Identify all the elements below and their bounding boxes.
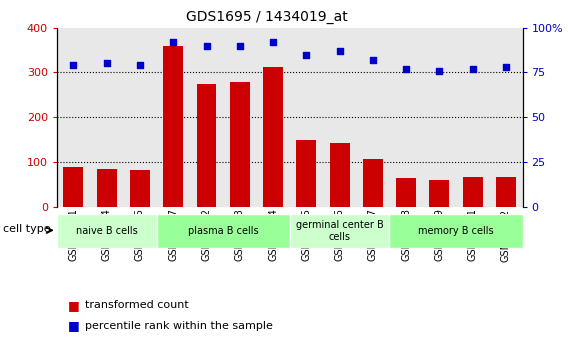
Bar xyxy=(296,140,316,207)
Point xyxy=(135,62,144,68)
Bar xyxy=(396,178,416,207)
Text: germinal center B
cells: germinal center B cells xyxy=(296,220,383,242)
Text: plasma B cells: plasma B cells xyxy=(188,226,258,236)
Bar xyxy=(429,180,449,207)
Bar xyxy=(64,167,83,207)
Bar xyxy=(496,177,516,207)
Point xyxy=(235,43,244,48)
Text: ■: ■ xyxy=(68,319,80,333)
Bar xyxy=(57,214,157,248)
Bar xyxy=(157,214,290,248)
Bar xyxy=(329,143,349,207)
Text: ■: ■ xyxy=(68,299,80,312)
Point xyxy=(468,66,477,72)
Text: memory B cells: memory B cells xyxy=(418,226,494,236)
Bar xyxy=(390,214,523,248)
Point xyxy=(202,43,211,48)
Bar xyxy=(97,169,116,207)
Text: transformed count: transformed count xyxy=(85,300,189,310)
Point xyxy=(335,48,344,54)
Text: cell type: cell type xyxy=(3,225,51,234)
Bar xyxy=(197,83,216,207)
Point xyxy=(169,39,178,45)
Point xyxy=(368,57,377,63)
Point xyxy=(502,64,511,70)
Bar xyxy=(290,214,390,248)
Bar xyxy=(263,67,283,207)
Point xyxy=(269,39,278,45)
Bar xyxy=(230,82,250,207)
Point xyxy=(302,52,311,57)
Point xyxy=(69,62,78,68)
Point xyxy=(102,61,111,66)
Text: GDS1695 / 1434019_at: GDS1695 / 1434019_at xyxy=(186,10,348,24)
Point xyxy=(402,66,411,72)
Bar xyxy=(130,170,150,207)
Point xyxy=(435,68,444,73)
Bar xyxy=(363,159,383,207)
Text: naive B cells: naive B cells xyxy=(76,226,137,236)
Bar xyxy=(163,46,183,207)
Text: percentile rank within the sample: percentile rank within the sample xyxy=(85,321,273,331)
Bar xyxy=(463,177,483,207)
